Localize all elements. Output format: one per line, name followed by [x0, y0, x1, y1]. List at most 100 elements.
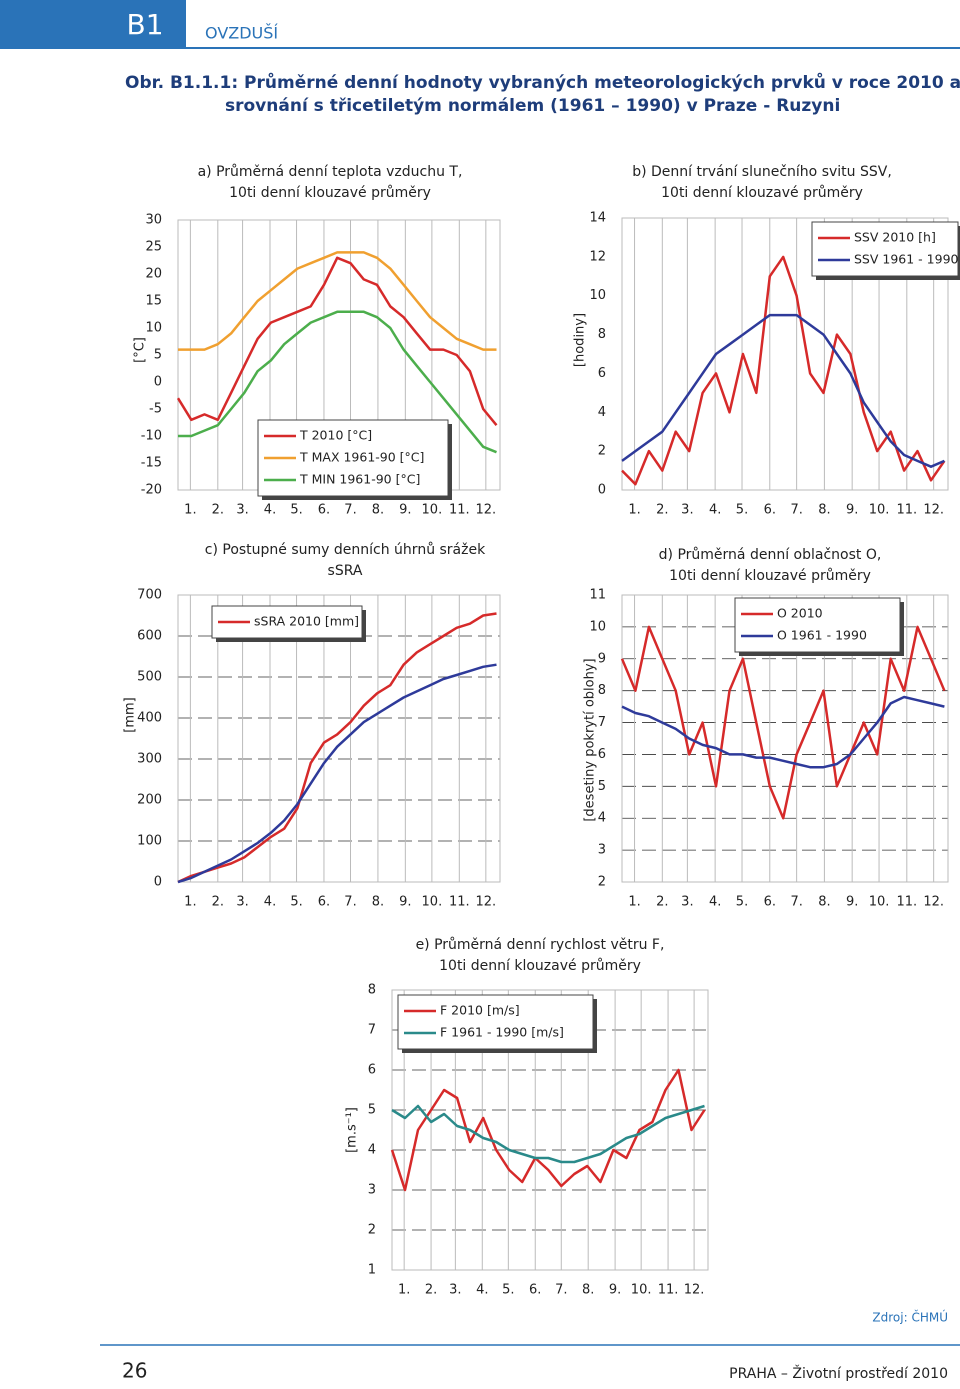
x-tick-label: 5.: [502, 1283, 514, 1298]
series-line: [620, 625, 946, 820]
y-tick-label: 3: [368, 1183, 376, 1198]
x-tick-label: 10.: [422, 895, 443, 910]
x-tick-label: 7.: [555, 1283, 567, 1298]
series-line: [391, 1104, 705, 1164]
series-line: [177, 612, 497, 884]
x-tick-label: 12.: [476, 503, 497, 518]
chart-title: 10ti denní klouzavé průměry: [439, 958, 641, 974]
y-tick-label: 2: [598, 875, 606, 890]
x-tick-label: 10.: [869, 895, 890, 910]
y-tick-label: 12: [589, 249, 606, 264]
legend-label: sSRA 2010 [mm]: [254, 614, 359, 629]
x-tick-label: 8.: [818, 895, 830, 910]
y-tick-label: 11: [589, 588, 606, 603]
plot-frame: [621, 217, 949, 491]
x-tick-label: 7.: [344, 503, 356, 518]
y-tick-label: 100: [137, 834, 162, 849]
x-tick-label: 1.: [628, 895, 640, 910]
y-tick-label: 7: [368, 1023, 376, 1038]
y-tick-label: -20: [141, 483, 162, 498]
x-tick-label: 9.: [399, 503, 411, 518]
series-line: [178, 251, 497, 351]
legend-label: O 2010: [777, 606, 823, 621]
x-tick-label: 3.: [236, 503, 248, 518]
legend-label: SSV 2010 [h]: [854, 230, 936, 245]
publication: PRAHA – Životní prostředí 2010: [729, 1364, 948, 1382]
header-box: [0, 0, 186, 48]
x-tick-label: 4.: [709, 503, 721, 518]
x-tick-label: 8.: [582, 1283, 594, 1298]
x-tick-label: 12.: [476, 895, 497, 910]
page-number: 26: [122, 1359, 147, 1383]
x-tick-label: 12.: [923, 895, 944, 910]
x-tick-label: 2.: [656, 503, 668, 518]
x-tick-label: 2.: [212, 895, 224, 910]
y-tick-label: 4: [598, 405, 606, 420]
x-tick-label: 2.: [212, 503, 224, 518]
plot-frame: [391, 989, 709, 1271]
x-tick-label: 9.: [399, 895, 411, 910]
y-tick-label: 3: [598, 843, 606, 858]
chart-title: a) Průměrná denní teplota vzduchu T,: [198, 164, 463, 180]
x-tick-label: 1.: [398, 1283, 410, 1298]
x-tick-label: 12.: [923, 503, 944, 518]
chart-title: 10ti denní klouzavé průměry: [661, 185, 863, 201]
y-tick-label: 5: [154, 348, 162, 363]
y-tick-label: 6: [368, 1063, 376, 1078]
x-tick-label: 8.: [372, 503, 384, 518]
x-tick-label: 7.: [790, 895, 802, 910]
x-tick-label: 8.: [818, 503, 830, 518]
y-tick-label: 8: [368, 983, 376, 998]
series-line: [178, 310, 497, 454]
chart-title: c) Postupné sumy denních úhrnů srážek: [205, 542, 486, 558]
chart-title: sSRA: [328, 563, 363, 579]
y-tick-label: 4: [598, 811, 606, 826]
x-tick-label: 11.: [449, 895, 470, 910]
x-tick-label: 11.: [658, 1283, 679, 1298]
x-tick-label: 7.: [790, 503, 802, 518]
x-tick-label: 4.: [709, 895, 721, 910]
header-section: OVZDUŠÍ: [205, 24, 278, 43]
figure-title: Obr. B1.1.1: Průměrné denní hodnoty vybr…: [125, 71, 960, 93]
x-tick-label: 8.: [372, 895, 384, 910]
chart-title: b) Denní trvání slunečního svitu SSV,: [632, 164, 892, 180]
source: Zdroj: ČHMÚ: [872, 1310, 948, 1325]
y-tick-label: 7: [598, 715, 606, 730]
x-tick-label: 12.: [684, 1283, 705, 1298]
x-tick-label: 5.: [736, 503, 748, 518]
x-tick-label: 2.: [425, 1283, 437, 1298]
y-tick-label: 20: [145, 267, 162, 282]
y-tick-label: 600: [137, 629, 162, 644]
x-tick-label: 7.: [344, 895, 356, 910]
y-tick-label: 5: [368, 1103, 376, 1118]
x-tick-label: 11.: [896, 895, 917, 910]
x-tick-label: 1.: [184, 503, 196, 518]
series-line: [621, 695, 945, 769]
x-tick-label: 10.: [869, 503, 890, 518]
y-tick-label: 0: [154, 875, 162, 890]
y-tick-label: 700: [137, 588, 162, 603]
series-line: [621, 313, 945, 468]
y-axis-label: [°C]: [133, 337, 148, 363]
legend-label: T MAX 1961-90 [°C]: [299, 450, 424, 465]
legend-box: [734, 597, 901, 653]
y-axis-label: [mm]: [123, 697, 138, 732]
y-tick-label: 6: [598, 366, 606, 381]
chart-title: 10ti denní klouzavé průměry: [229, 185, 431, 201]
header-code: B1: [126, 8, 163, 41]
x-tick-label: 11.: [896, 503, 917, 518]
y-tick-label: -10: [141, 429, 162, 444]
y-tick-label: 0: [598, 483, 606, 498]
series-line: [177, 663, 497, 884]
x-tick-label: 3.: [236, 895, 248, 910]
y-tick-label: 6: [598, 747, 606, 762]
x-tick-label: 5.: [290, 895, 302, 910]
plot-frame: [177, 594, 501, 883]
y-tick-label: 1: [368, 1263, 376, 1278]
y-tick-label: -5: [149, 402, 162, 417]
y-tick-label: 9: [598, 651, 606, 666]
legend-label: SSV 1961 - 1990 [h]: [854, 252, 960, 267]
y-axis-label: [desetiny pokrytí oblohy]: [583, 658, 598, 821]
x-tick-label: 6.: [318, 503, 330, 518]
